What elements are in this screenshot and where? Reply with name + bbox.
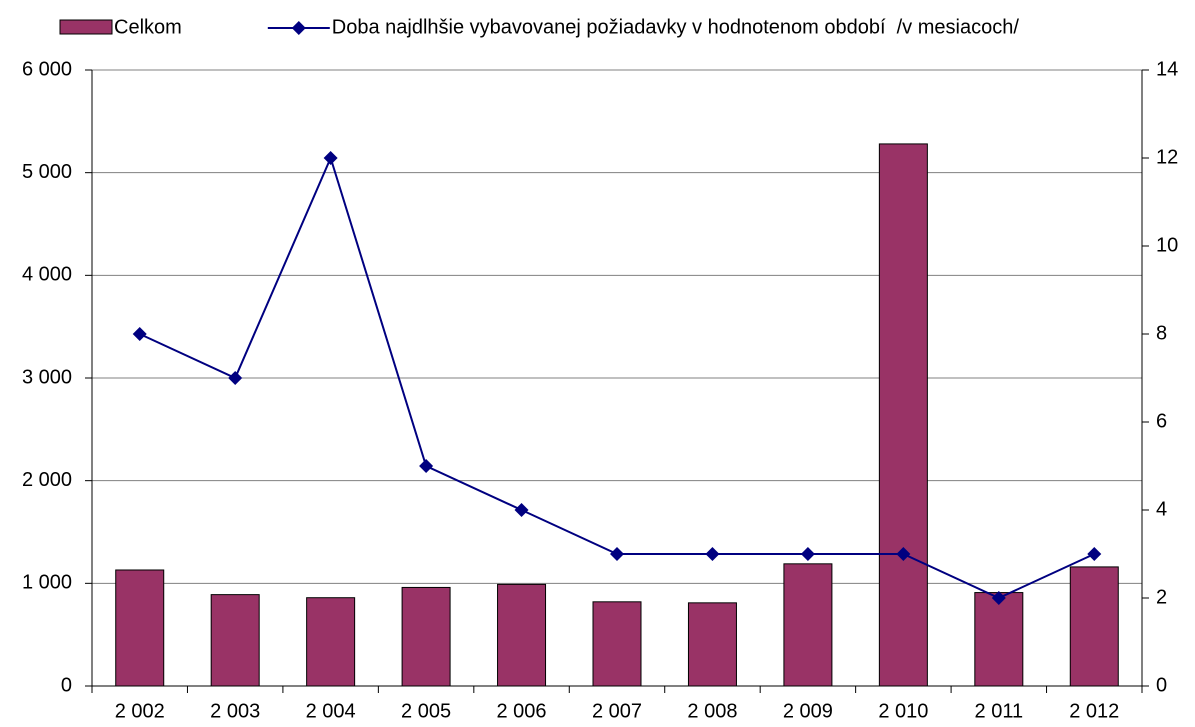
x-tick-label: 2 010 xyxy=(878,700,928,722)
bar xyxy=(878,143,928,687)
bar xyxy=(401,586,451,687)
marker xyxy=(323,151,338,165)
bar xyxy=(974,592,1024,687)
x-tick-label: 2 004 xyxy=(306,700,356,722)
y2-tick-label: 4 xyxy=(1156,498,1167,520)
x-tick-label: 2 003 xyxy=(210,700,260,722)
y-tick-label: 6 000 xyxy=(22,58,72,80)
marker xyxy=(991,591,1006,605)
x-tick-label: 2 002 xyxy=(115,700,165,722)
marker xyxy=(132,327,147,341)
y-tick-label: 2 000 xyxy=(22,469,72,491)
bar xyxy=(306,597,356,687)
y2-tick-label: 10 xyxy=(1156,234,1178,256)
legend-swatch xyxy=(59,19,113,35)
x-tick-label: 2 006 xyxy=(497,700,547,722)
marker xyxy=(705,547,720,561)
y-tick-label: 3 000 xyxy=(22,366,72,388)
marker xyxy=(419,459,434,473)
x-tick-label: 2 009 xyxy=(783,700,833,722)
marker xyxy=(1087,547,1102,561)
bar xyxy=(687,602,737,687)
legend-marker xyxy=(291,21,306,35)
bar xyxy=(783,563,833,687)
x-tick-label: 2 008 xyxy=(687,700,737,722)
y2-tick-label: 14 xyxy=(1156,58,1178,80)
bar xyxy=(497,583,547,687)
bar xyxy=(592,601,642,687)
y-tick-label: 5 000 xyxy=(22,161,72,183)
marker xyxy=(610,547,624,561)
legend-label: Celkom xyxy=(114,16,182,38)
x-tick-label: 2 005 xyxy=(401,700,451,722)
y-tick-label: 1 000 xyxy=(22,572,72,594)
y2-tick-label: 6 xyxy=(1156,410,1167,432)
bar xyxy=(115,569,165,687)
x-tick-label: 2 012 xyxy=(1069,700,1119,722)
y-tick-label: 4 000 xyxy=(22,264,72,286)
bar xyxy=(1069,566,1119,687)
legend-label: Doba najdlhšie vybavovanej požiadavky v … xyxy=(332,16,1020,38)
y2-tick-label: 2 xyxy=(1156,586,1167,608)
y2-tick-label: 0 xyxy=(1156,674,1167,696)
x-tick-label: 2 011 xyxy=(975,700,1024,722)
y2-tick-label: 12 xyxy=(1156,146,1178,168)
y2-tick-label: 8 xyxy=(1156,322,1167,344)
bar xyxy=(210,594,260,687)
y-tick-label: 0 xyxy=(61,674,72,696)
marker xyxy=(228,371,243,385)
marker xyxy=(514,503,529,517)
marker xyxy=(800,547,815,561)
marker xyxy=(896,547,911,561)
x-tick-label: 2 007 xyxy=(592,700,642,722)
